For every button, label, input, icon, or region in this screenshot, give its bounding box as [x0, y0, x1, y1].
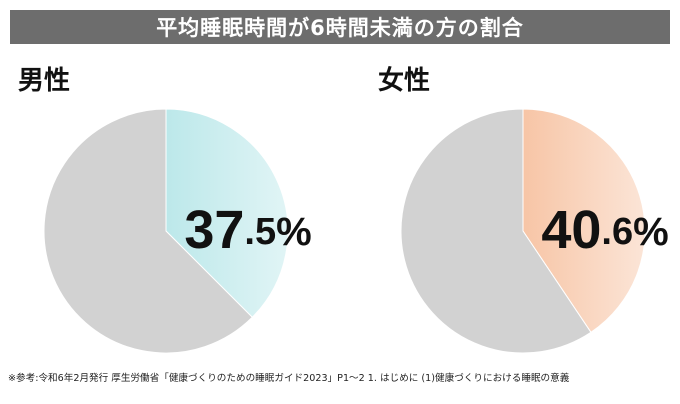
pie-title-male: 男性: [18, 66, 71, 96]
pie-label-male: 37.5%: [184, 200, 311, 260]
source-footnote: ※参考:令和6年2月発行 厚生労働省「健康づくりのための睡眠ガイド2023」P1…: [8, 373, 570, 384]
pie-panel-male: 男性 37.5%: [0, 56, 340, 356]
chart-title: 平均睡眠時間が6時間未満の方の割合: [10, 10, 670, 44]
pie-slice-female-highlight: [522, 108, 646, 334]
pie-panel-female: 女性 40.6%: [340, 56, 680, 356]
pie-slice-male-highlight: [165, 108, 289, 318]
pie-slice-female-rest: [400, 108, 592, 354]
pie-label-female: 40.6%: [541, 200, 668, 260]
pie-chart-female: 40.6%: [400, 108, 669, 354]
pie-chart-male: 37.5%: [43, 108, 312, 354]
pie-slice-male-rest: [43, 108, 253, 354]
pie-title-female: 女性: [378, 66, 431, 96]
